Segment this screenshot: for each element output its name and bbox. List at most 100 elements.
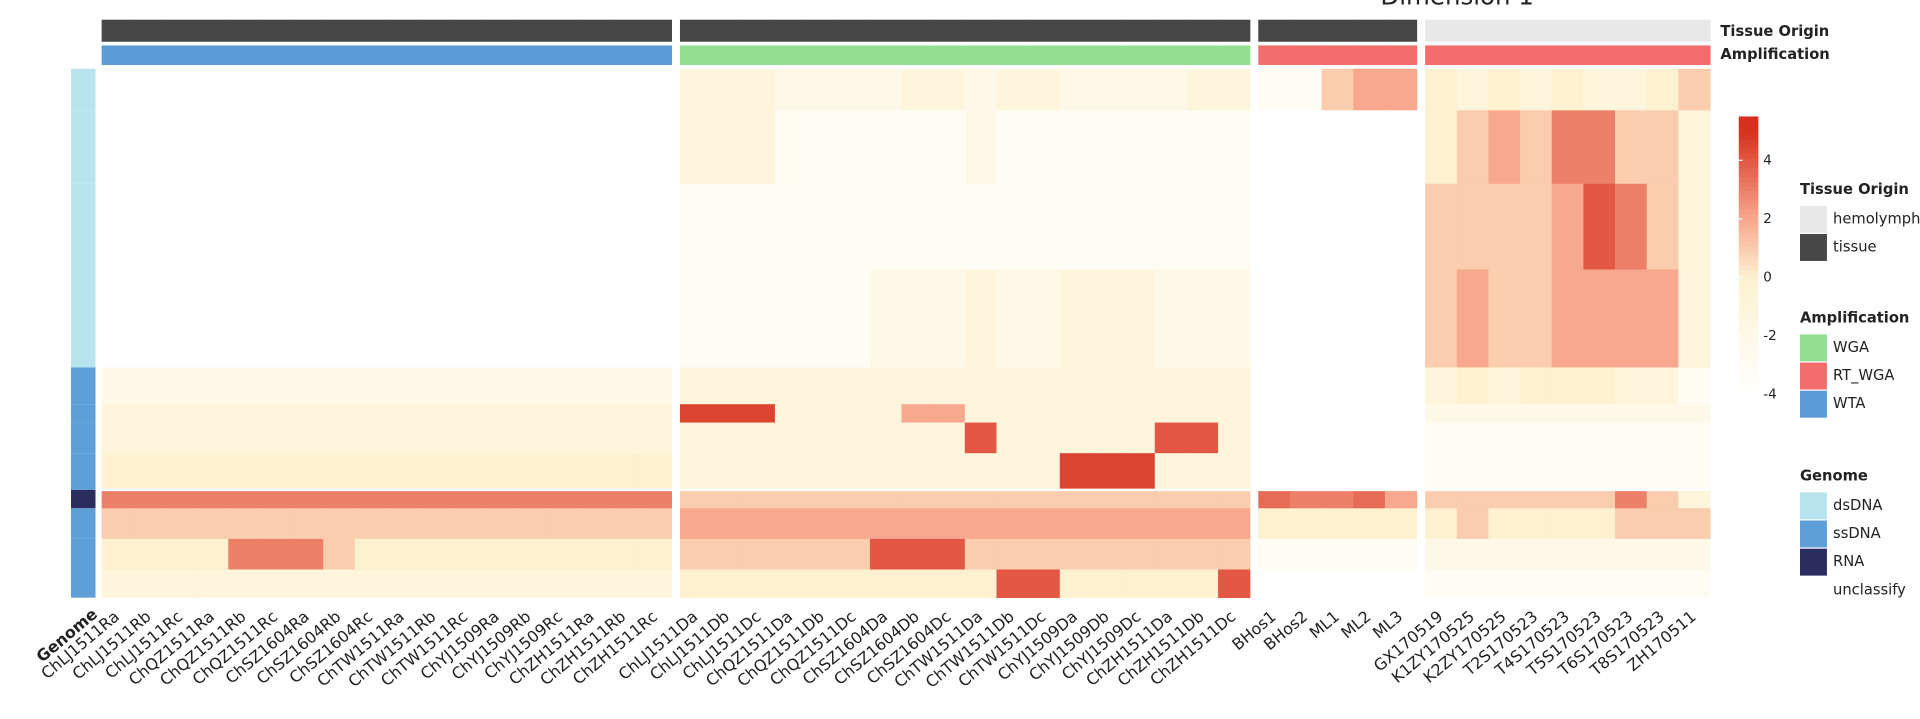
heat-cell [1488,110,1521,185]
heat-cell [291,489,324,509]
heat-cell [1091,453,1124,491]
heat-cell [354,68,388,111]
heat-cell [1646,508,1679,540]
heat-cell [1615,269,1648,368]
heat-cell [901,569,934,599]
heat-cell [1321,422,1354,454]
heat-cell [101,508,134,540]
heat-cell [774,110,808,185]
heat-cell [386,183,419,270]
heat-cell [576,489,609,509]
heat-cell [481,538,514,570]
heat-cell [481,68,514,111]
heat-cell [418,453,451,491]
heat-cell [1059,538,1093,570]
heat-cell [164,110,198,185]
heat-cell [354,508,388,540]
heat-cell [1551,404,1584,423]
heat-cell [1123,569,1156,599]
heat-cell [101,68,134,111]
colorbar-segment [1738,348,1759,354]
genome-annotation [71,367,96,405]
heat-cell [1384,183,1418,270]
colorbar-segment [1738,158,1759,164]
tissue-annotation [1028,19,1061,42]
heat-cell [1583,269,1616,368]
colorbar-segment [1738,199,1759,206]
heat-cell [1123,183,1156,270]
heat-cell [838,453,871,491]
tissue-annotation [1091,19,1124,42]
heat-cell [133,538,166,570]
heat-cell [418,68,451,111]
heat-cell [869,404,903,423]
amplification-annotation [869,45,903,66]
heat-cell [1425,538,1458,570]
heat-cell [1154,508,1188,540]
heat-cell [1186,453,1219,491]
heat-cell [1646,68,1679,111]
heat-cell [1091,508,1124,540]
heat-cell [964,508,998,540]
heat-cell [1258,110,1291,185]
colorbar-segment [1738,375,1759,382]
heat-cell [544,110,578,185]
heat-cell [133,269,166,368]
heat-cell [743,569,776,599]
heat-cell [576,367,609,405]
heat-cell [133,110,166,185]
heat-cell [196,404,229,423]
amplification-annotation [1059,45,1093,66]
tissue-annotation [1218,19,1251,42]
heat-cell [418,422,451,454]
heat-cell [869,367,903,405]
heat-cell [323,508,356,540]
amplification-annotation [481,45,514,66]
heat-cell [1646,404,1679,423]
heat-cell [1456,367,1490,405]
heat-cell [1551,367,1584,405]
tissue-annotation [1059,19,1093,42]
heat-cell [679,367,713,405]
amplification-annotation [418,45,451,66]
heat-cell [228,538,261,570]
legend-label: RT_WGA [1833,367,1894,384]
tissue-annotation [639,19,672,42]
heat-cell [1091,569,1124,599]
heat-cell [1186,110,1219,185]
heat-cell [1615,404,1648,423]
heat-cell [1059,569,1093,599]
heat-cell [291,269,324,368]
heat-cell [806,508,839,540]
heat-cell [639,269,672,368]
legend-swatch [1800,390,1827,418]
heat-cell [323,538,356,570]
genome-annotation [71,538,96,570]
amplification-annotation [544,45,578,66]
colorbar-segment [1738,162,1759,169]
heat-cell [228,68,261,111]
heat-cell [228,269,261,368]
heat-cell [838,538,871,570]
legend-swatch [1800,520,1827,548]
genome-annotation [71,404,96,423]
tissue-annotation [228,19,261,42]
heat-cell [418,489,451,509]
heat-cell [1123,422,1156,454]
heat-cell [196,68,229,111]
heat-cell [901,110,934,185]
genome-annotation [71,508,96,539]
heat-cell [449,183,483,270]
heat-cell [291,508,324,540]
heat-cell [1520,183,1553,270]
heat-cell [901,404,934,423]
heat-cell [639,538,672,570]
colorbar-segment [1738,357,1759,363]
legend-swatch [1800,334,1827,362]
heat-cell [1456,453,1490,491]
heat-cell [1028,422,1061,454]
heat-cell [996,569,1029,599]
heat-cell [964,367,998,405]
heat-cell [774,508,808,540]
heat-cell [1646,367,1679,405]
